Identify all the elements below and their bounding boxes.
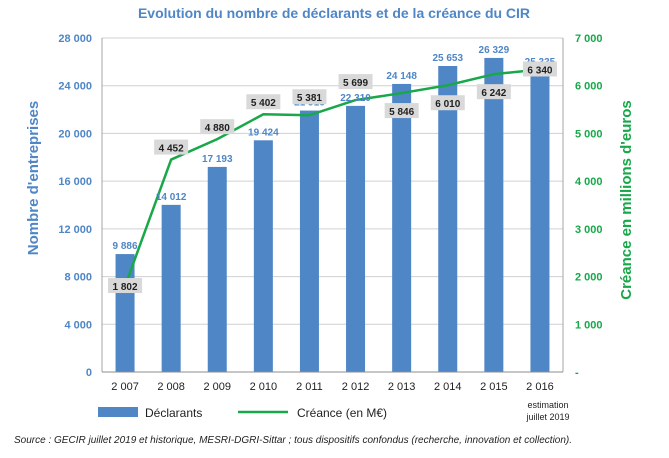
y-right-tick-label: 5 000 [575,128,603,140]
bar-value-label: 26 329 [479,45,510,56]
y-left-tick-label: 8 000 [64,272,92,284]
line-value-label: 4 880 [200,119,235,135]
legend-bar-swatch [98,407,138,417]
x-axis-ticks: 2 007 2 008 2 009 2 010 2 011 2 012 2 013 2 014… [111,381,553,393]
x-tick-label: 2 012 [342,381,370,393]
y-left-tick-label: 24 000 [58,81,92,93]
bar [484,57,504,372]
legend-line-label: Créance (en M€) [297,406,387,420]
line-value-label: 1 802 [108,278,143,294]
y-left-tick-label: 16 000 [58,176,92,188]
line-label-box [522,61,557,77]
line-label-text: 4 880 [205,123,230,134]
x-tick-label: 2 015 [480,381,508,393]
x-note-line1: estimation [527,400,568,410]
line-label-box [292,89,327,105]
line-labels: 1 802 4 452 4 880 5 402 5 381 5 699 5 846 6 010… [108,61,557,294]
legend: Déclarants Créance (en M€) [98,406,387,420]
bar [299,110,319,372]
y-right-tick-label: 7 000 [575,33,603,45]
bar-value-label: 22 310 [340,93,371,104]
bar-value-label: 25 653 [432,53,463,64]
line-value-label: 5 381 [292,89,327,105]
bar [207,166,227,372]
legend-bar-label: Déclarants [145,406,202,420]
y-right-axis-label: Créance en millions d'euros [618,100,635,299]
y-right-tick-label: 2 000 [575,272,603,284]
bar [253,140,273,372]
line-label-text: 1 802 [113,282,138,293]
y-right-tick-label: 4 000 [575,176,603,188]
y-right-tick-label: 1 000 [575,319,603,331]
line-label-text: 6 010 [435,99,460,110]
bar-value-label: 9 886 [113,241,138,252]
source-note: Source : GECIR juillet 2019 et historiqu… [14,435,573,446]
y-left-tick-label: 28 000 [58,33,92,45]
x-tick-label: 2 007 [111,381,139,393]
line-label-text: 5 846 [389,107,414,118]
y-left-tick-label: 20 000 [58,128,92,140]
line-label-box [200,119,235,135]
line-label-text: 5 381 [297,93,322,104]
x-tick-label: 2 008 [157,381,185,393]
line-value-label: 6 242 [476,84,511,100]
left-axis-ticks: 0 4 000 8 000 12 000 16 000 20 000 24 000 28 00… [58,33,92,379]
x-tick-label: 2 009 [203,381,231,393]
x-tick-label: 2 014 [434,381,462,393]
x-tick-label: 2 013 [388,381,416,393]
bar [438,65,458,372]
line-value-label: 5 846 [384,103,419,119]
bar [392,83,412,373]
y-left-tick-label: 0 [86,367,92,379]
line-label-text: 5 402 [251,98,276,109]
y-left-tick-label: 12 000 [58,224,92,236]
line-series [123,68,541,287]
bar [530,69,550,372]
line-label-box [384,103,419,119]
bar [161,204,181,372]
right-axis-ticks: - 1 000 2 000 3 000 4 000 5 000 6 000 7 000 [575,33,603,379]
line-label-box [430,95,465,111]
y-right-tick-label: 3 000 [575,224,603,236]
x-note-line2: juillet 2019 [525,412,569,422]
line-label-box [154,139,189,155]
x-tick-label: 2 011 [296,381,323,393]
bar-value-label: 19 424 [248,127,279,138]
line-label-box [338,74,373,90]
line-label-text: 6 340 [527,65,552,76]
line-value-label: 5 699 [338,74,373,90]
line-label-box [108,278,143,294]
y-right-tick-label: 6 000 [575,81,603,93]
x-tick-label: 2 016 [526,381,554,393]
line-value-label: 6 340 [522,61,557,77]
y-right-tick-label: - [575,367,579,379]
line-value-label: 5 402 [246,94,281,110]
chart-title: Evolution du nombre de déclarants et de … [138,5,530,21]
creance-line [123,68,541,287]
line-label-text: 5 699 [343,78,368,89]
line-value-label: 6 010 [430,95,465,111]
bar-value-label: 17 193 [202,154,233,165]
x-tick-label: 2 010 [250,381,278,393]
line-label-text: 6 242 [481,88,506,99]
line-label-box [246,94,281,110]
line-value-label: 4 452 [154,139,189,155]
y-left-axis-label: Nombre d'entreprises [25,101,42,255]
bar [115,254,135,372]
line-label-text: 4 452 [159,144,184,155]
bar-series [115,57,550,373]
axes [101,38,564,373]
bar [346,105,366,373]
bar-value-label: 14 012 [156,192,187,203]
bar-value-label: 24 148 [386,71,417,82]
line-label-box [476,84,511,100]
y-left-tick-label: 4 000 [64,319,92,331]
